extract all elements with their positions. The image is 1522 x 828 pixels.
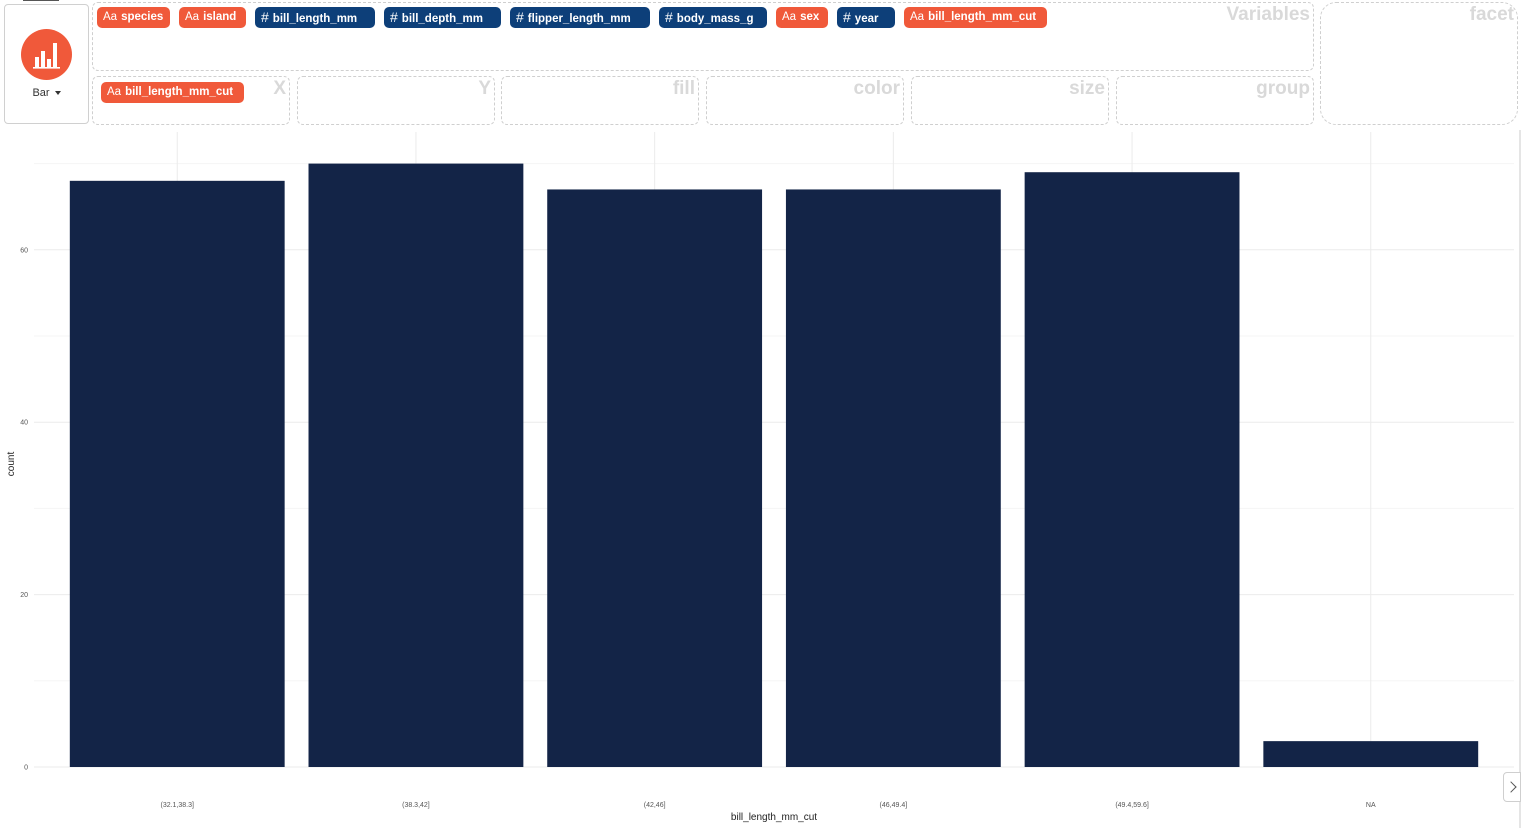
dropzone-y[interactable]: Y [297,76,495,125]
dropzone-fill[interactable]: fill [501,76,699,125]
categorical-type-icon: Aa [107,86,122,98]
numeric-type-icon: # [665,9,673,25]
dropzone-group[interactable]: group [1116,76,1314,125]
y-tick-label: 40 [20,420,28,427]
mapped-variable-label: bill_length_mm_cut [125,86,234,98]
variable-pill-label: year [854,13,879,25]
dropzone-label-size: size [1069,78,1105,99]
panel-divider [1519,130,1521,828]
variable-pill-bill-length-mm-cut[interactable]: Aa bill_length_mm_cut [904,7,1047,28]
dropzone-label-color: color [853,78,900,99]
dropzone-x[interactable]: X Aa bill_length_mm_cut [92,76,290,125]
facet-dropzone[interactable]: facet [1320,2,1518,125]
geom-selector[interactable]: Bar [4,0,89,124]
dropzone-color[interactable]: color [706,76,904,125]
bar-2 [308,163,524,767]
variable-pill-species[interactable]: Aa species [97,7,170,28]
x-tick-label: NA [1366,802,1376,809]
variable-pill-body-mass-g[interactable]: # body_mass_g [659,7,767,28]
variable-pill-year[interactable]: # year [837,7,895,28]
bar-chart-icon [21,29,72,80]
variable-pill-label: body_mass_g [676,13,754,25]
x-tick-label: (49.4,59.6] [1115,802,1149,809]
x-tick-label: (32.1,38.3] [160,802,194,809]
numeric-type-icon: # [261,9,269,25]
dropzone-label-fill: fill [672,78,695,99]
y-tick-label: 0 [24,765,28,772]
x-tick-label: (38.3,42] [402,802,430,809]
variable-pill-sex[interactable]: Aa sex [776,7,828,28]
variable-pill-label: bill_length_mm [272,13,358,25]
dropzone-label-group: group [1256,78,1310,99]
y-tick-label: 60 [20,247,28,254]
categorical-type-icon: Aa [103,11,118,23]
variable-pill-label: island [203,11,237,23]
bar-4 [785,189,1001,767]
variable-pill-bill-length-mm[interactable]: # bill_length_mm [255,7,375,28]
bar-3 [547,189,763,767]
variable-pill-label: bill_depth_mm [401,13,483,25]
variable-pill-label: bill_length_mm_cut [928,11,1037,23]
x-tick-label: (42,46] [644,802,666,809]
variables-zone-label: Variables [1226,4,1310,25]
geom-label: Bar [5,87,88,99]
facet-zone-label: facet [1469,4,1514,25]
caret-down-icon [54,91,61,96]
numeric-type-icon: # [516,9,524,25]
categorical-type-icon: Aa [782,11,797,23]
y-tick-label: 20 [20,592,28,599]
x-tick-label: (46,49.4] [880,802,908,809]
categorical-type-icon: Aa [185,11,200,23]
variable-pill-flipper-length-mm[interactable]: # flipper_length_mm [510,7,650,28]
variable-pill-bill-depth-mm[interactable]: # bill_depth_mm [384,7,501,28]
variable-pill-label: species [121,11,164,23]
variable-pill-label: sex [800,11,820,23]
variables-dropzone[interactable]: Variables [92,2,1314,71]
bar-1 [69,180,285,767]
bar-6 [1263,741,1479,767]
dropzone-size[interactable]: size [911,76,1109,125]
mapped-variable-pill[interactable]: Aa bill_length_mm_cut [101,82,244,103]
expand-panel-button[interactable] [1503,772,1521,802]
dropzone-label-y: Y [478,78,491,99]
y-axis-title: count [6,452,17,477]
bar-5 [1024,172,1240,768]
dropzone-label-x: X [273,78,286,99]
categorical-type-icon: Aa [910,11,925,23]
numeric-type-icon: # [843,9,851,25]
variable-pill-label: flipper_length_mm [527,13,631,25]
x-axis-title: bill_length_mm_cut [731,812,817,823]
variable-pill-island[interactable]: Aa island [179,7,246,28]
numeric-type-icon: # [390,9,398,25]
